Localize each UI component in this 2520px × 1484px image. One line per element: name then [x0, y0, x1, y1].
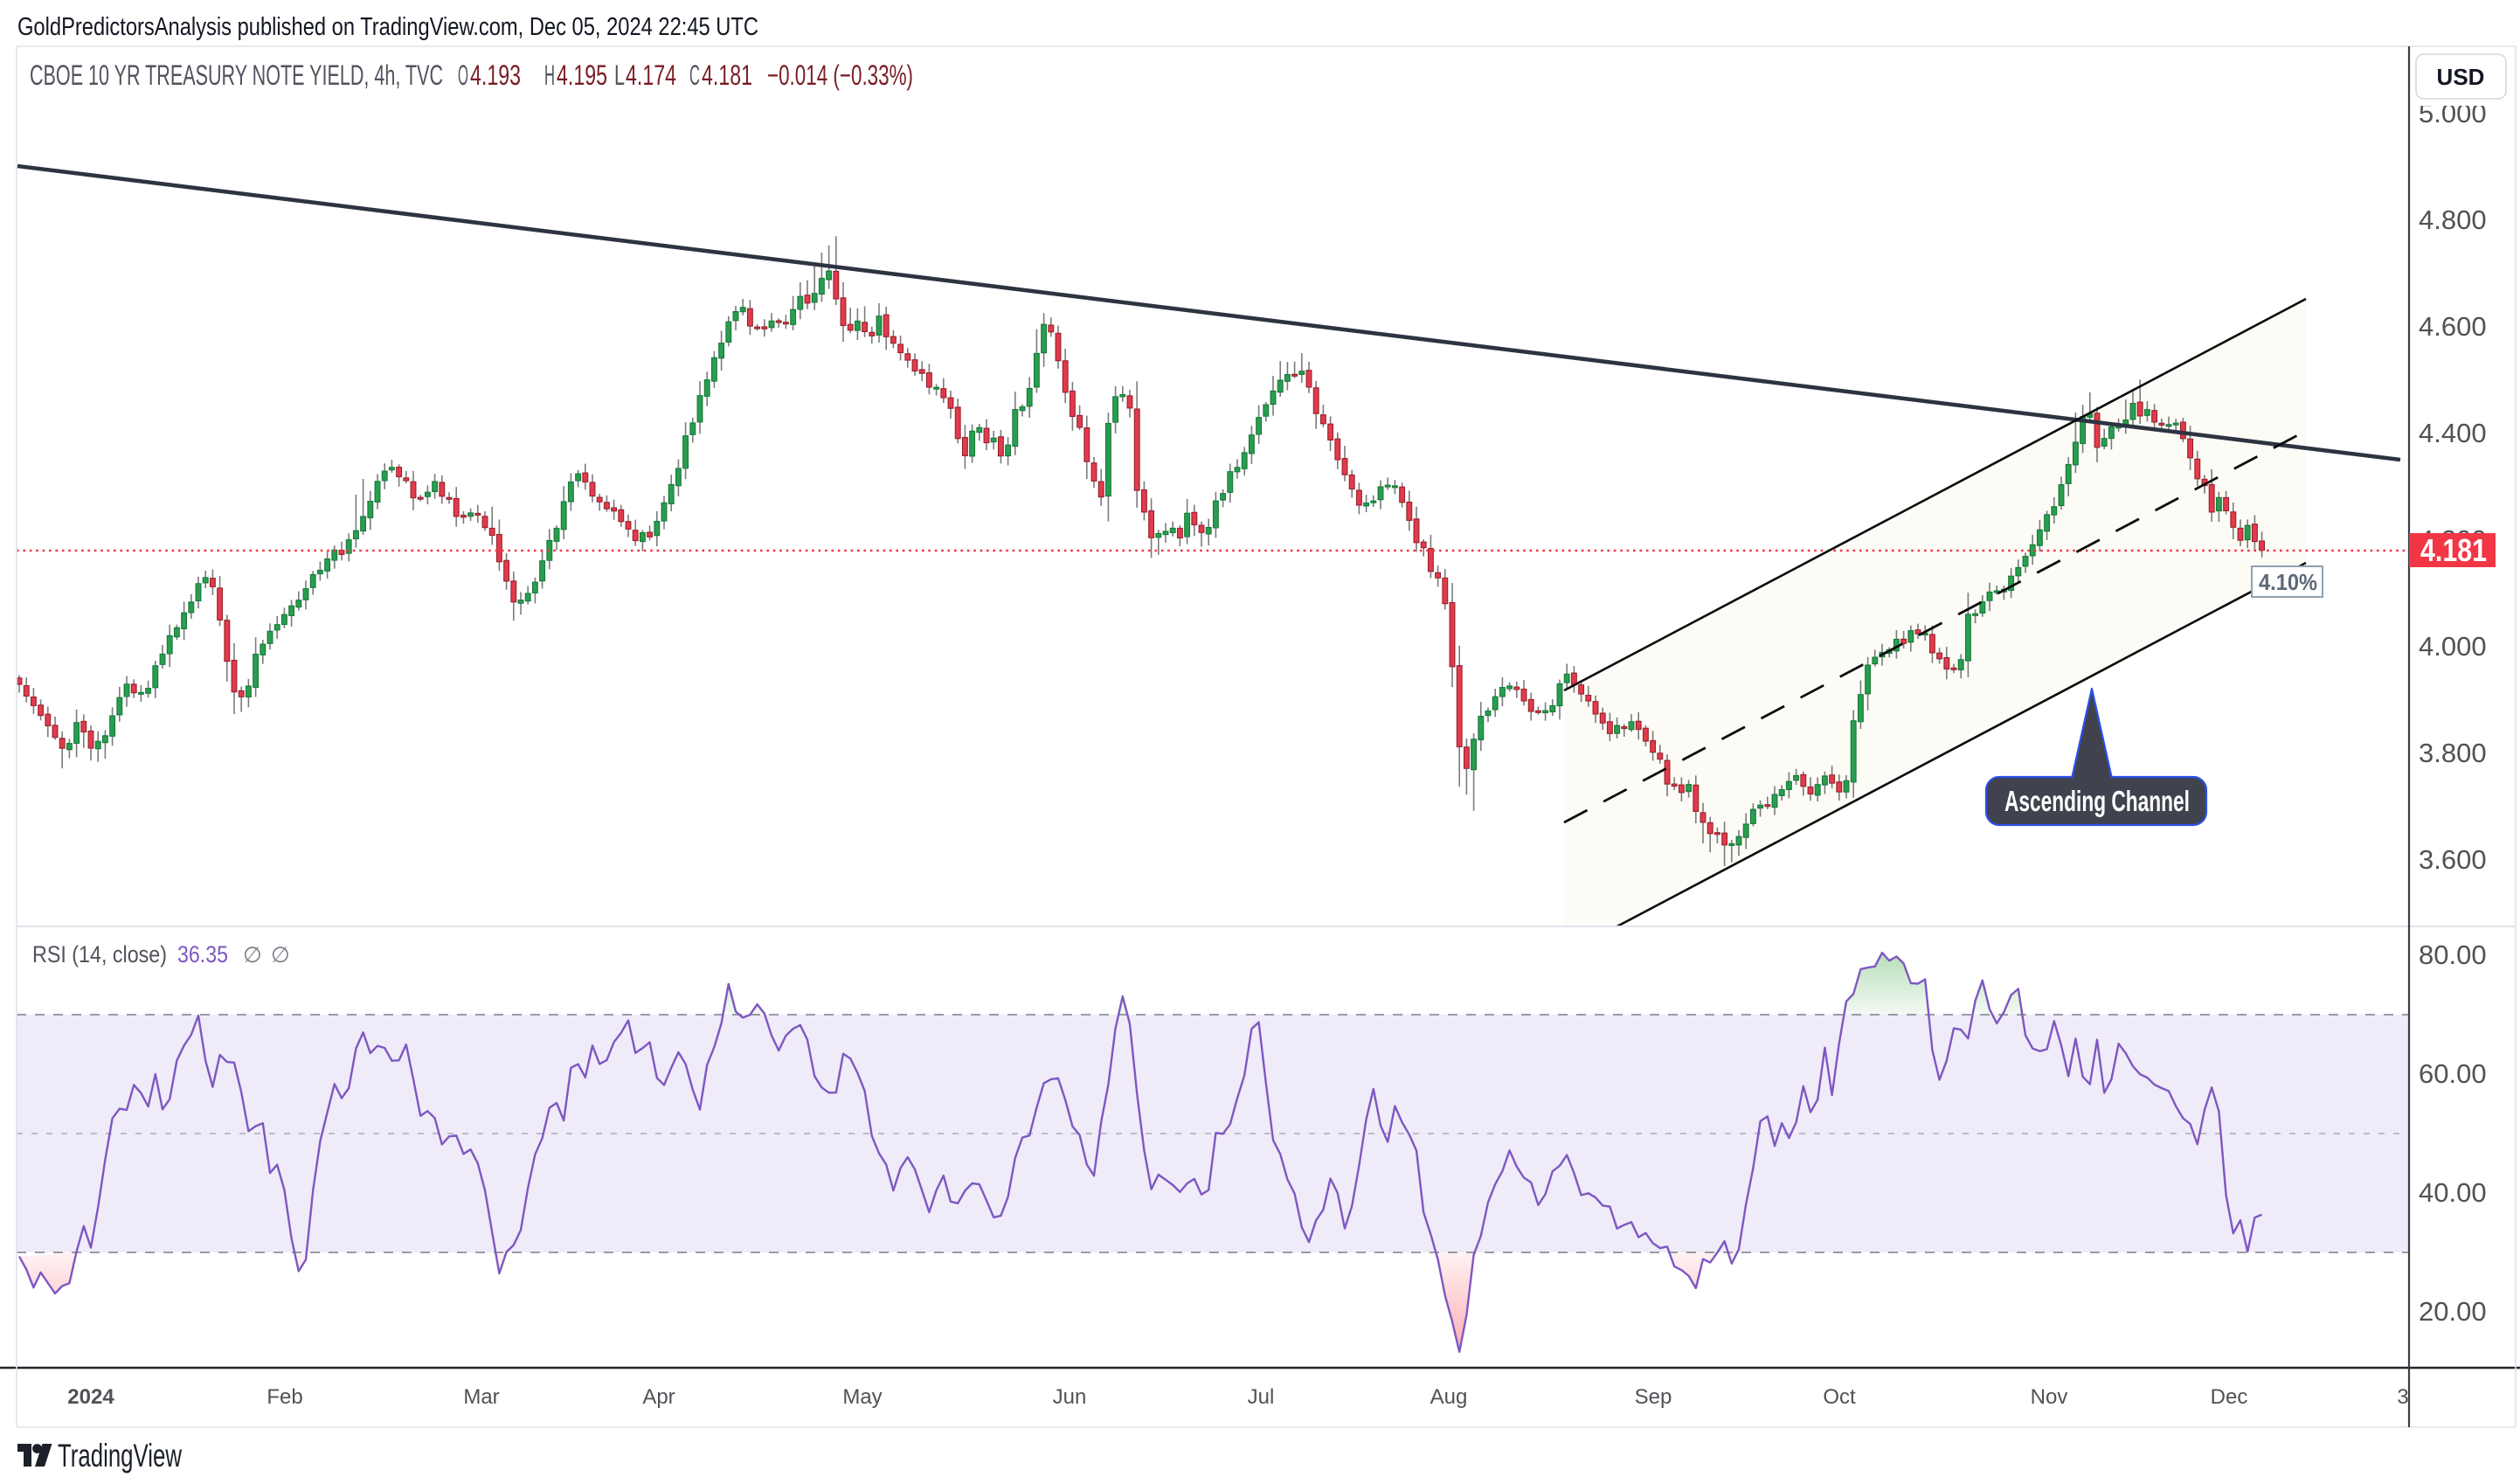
svg-text:USD: USD — [2437, 64, 2485, 90]
svg-text:4.400: 4.400 — [2419, 418, 2487, 448]
svg-text:GoldPredictorsAnalysis publish: GoldPredictorsAnalysis published on Trad… — [17, 13, 758, 41]
svg-text:40.00: 40.00 — [2419, 1177, 2487, 1208]
svg-text:TradingView: TradingView — [58, 1438, 182, 1474]
svg-text:−0.014 (−0.33%): −0.014 (−0.33%) — [767, 59, 913, 91]
svg-text:2024: 2024 — [67, 1385, 114, 1409]
svg-text:3: 3 — [2397, 1385, 2408, 1409]
svg-text:Oct: Oct — [1823, 1385, 1856, 1409]
svg-text:Apr: Apr — [642, 1385, 675, 1409]
svg-text:Dec: Dec — [2211, 1385, 2248, 1409]
svg-text:O: O — [458, 59, 468, 91]
svg-text:∅: ∅ — [243, 943, 262, 967]
svg-text:∅: ∅ — [271, 943, 290, 967]
svg-text:5.000: 5.000 — [2419, 98, 2487, 128]
svg-text:36.35: 36.35 — [177, 941, 228, 967]
svg-text:Jul: Jul — [1248, 1385, 1275, 1409]
svg-text:Nov: Nov — [2031, 1385, 2068, 1409]
svg-text:4.000: 4.000 — [2419, 631, 2487, 662]
svg-text:20.00: 20.00 — [2419, 1296, 2487, 1327]
svg-text:4.174: 4.174 — [626, 59, 676, 91]
svg-text:May: May — [842, 1385, 882, 1409]
svg-text:Jun: Jun — [1053, 1385, 1087, 1409]
svg-text:4.181: 4.181 — [2420, 532, 2487, 568]
svg-text:4.600: 4.600 — [2419, 311, 2487, 342]
svg-text:3.800: 3.800 — [2419, 738, 2487, 768]
svg-text:CBOE 10 YR TREASURY NOTE YIELD: CBOE 10 YR TREASURY NOTE YIELD, 4h, TVC — [30, 59, 443, 91]
svg-text:Aug: Aug — [1430, 1385, 1468, 1409]
svg-text:Feb: Feb — [267, 1385, 302, 1409]
svg-text:Sep: Sep — [1635, 1385, 1672, 1409]
svg-text:60.00: 60.00 — [2419, 1058, 2487, 1089]
svg-text:80.00: 80.00 — [2419, 940, 2487, 970]
svg-text:3.600: 3.600 — [2419, 844, 2487, 875]
svg-text:C: C — [689, 59, 700, 91]
svg-text:4.181: 4.181 — [702, 59, 752, 91]
svg-text:4.10%: 4.10% — [2259, 569, 2317, 595]
svg-text:Mar: Mar — [463, 1385, 499, 1409]
svg-text:4.193: 4.193 — [470, 59, 521, 91]
svg-text:4.195: 4.195 — [557, 59, 607, 91]
svg-text:RSI (14, close): RSI (14, close) — [32, 941, 167, 967]
svg-text:4.800: 4.800 — [2419, 205, 2487, 235]
svg-text:L: L — [614, 59, 625, 91]
svg-text:H: H — [544, 59, 555, 91]
svg-text:Ascending Channel: Ascending Channel — [2004, 785, 2190, 817]
